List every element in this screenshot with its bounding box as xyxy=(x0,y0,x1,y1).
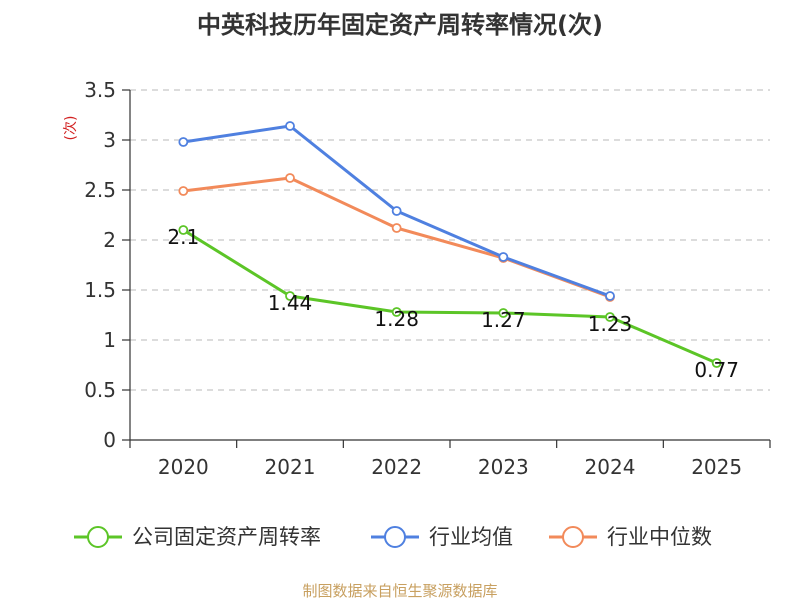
series-company xyxy=(178,225,722,368)
series-industry-mean xyxy=(178,121,615,301)
data-point xyxy=(285,291,295,301)
data-label: 0.77 xyxy=(694,358,739,382)
data-label: 1.28 xyxy=(374,307,419,331)
data-point xyxy=(605,291,615,301)
x-tick-label: 2022 xyxy=(371,455,422,479)
data-point xyxy=(285,121,295,131)
x-tick-label: 2025 xyxy=(691,455,742,479)
axes: 0 0.5 1 1.5 2 2.5 3 3.5 2020 2021 2022 2023 2024 2025 xyxy=(84,78,771,479)
data-label: 1.23 xyxy=(588,312,633,336)
legend-label: 行业均值 xyxy=(429,525,513,549)
legend-item: 公司固定资产周转率 xyxy=(74,525,321,549)
data-point xyxy=(391,223,402,233)
data-label: 1.44 xyxy=(268,291,313,315)
data-point xyxy=(498,252,509,262)
x-tick-label: 2020 xyxy=(158,455,209,479)
legend-label: 行业中位数 xyxy=(607,525,712,549)
legend-item: 行业中位数 xyxy=(549,525,712,549)
x-tick-label: 2023 xyxy=(478,455,529,479)
data-point xyxy=(498,308,509,318)
y-tick-label: 3 xyxy=(103,128,116,152)
chart-title: 中英科技历年固定资产周转率情况(次) xyxy=(197,11,603,39)
legend-label: 公司固定资产周转率 xyxy=(132,525,321,549)
data-labels: 2.1 1.44 1.28 1.27 1.23 0.77 xyxy=(167,225,739,382)
x-tick-label: 2024 xyxy=(585,455,636,479)
x-tick-label: 2021 xyxy=(265,455,316,479)
data-point xyxy=(391,307,402,317)
data-label: 1.27 xyxy=(481,308,526,332)
y-tick-label: 1 xyxy=(103,328,116,352)
y-tick-label: 0.5 xyxy=(84,378,116,402)
legend-marker-icon xyxy=(562,526,584,548)
legend-item: 行业均值 xyxy=(371,525,513,549)
y-tick-label: 0 xyxy=(103,428,116,452)
data-point xyxy=(178,225,189,235)
legend: 公司固定资产周转率 行业均值 行业中位数 xyxy=(74,525,712,549)
series-lines xyxy=(178,121,722,368)
series-line xyxy=(182,228,718,365)
data-point xyxy=(711,358,722,368)
data-point xyxy=(605,312,615,322)
series-industry-median xyxy=(178,173,615,302)
data-point xyxy=(391,206,402,216)
legend-marker-icon xyxy=(87,526,109,548)
y-tick-label: 1.5 xyxy=(84,278,116,302)
y-axis-label: (次) xyxy=(63,116,79,141)
source-note: 制图数据来自恒生聚源数据库 xyxy=(302,582,497,600)
y-tick-label: 2 xyxy=(103,228,116,252)
y-tick-label: 2.5 xyxy=(84,178,116,202)
data-point xyxy=(178,137,189,147)
y-tick-label: 3.5 xyxy=(84,78,116,102)
data-point xyxy=(285,173,295,183)
series-line xyxy=(183,176,611,299)
data-point xyxy=(178,186,189,196)
data-label: 2.1 xyxy=(167,225,199,249)
legend-marker-icon xyxy=(384,526,406,548)
